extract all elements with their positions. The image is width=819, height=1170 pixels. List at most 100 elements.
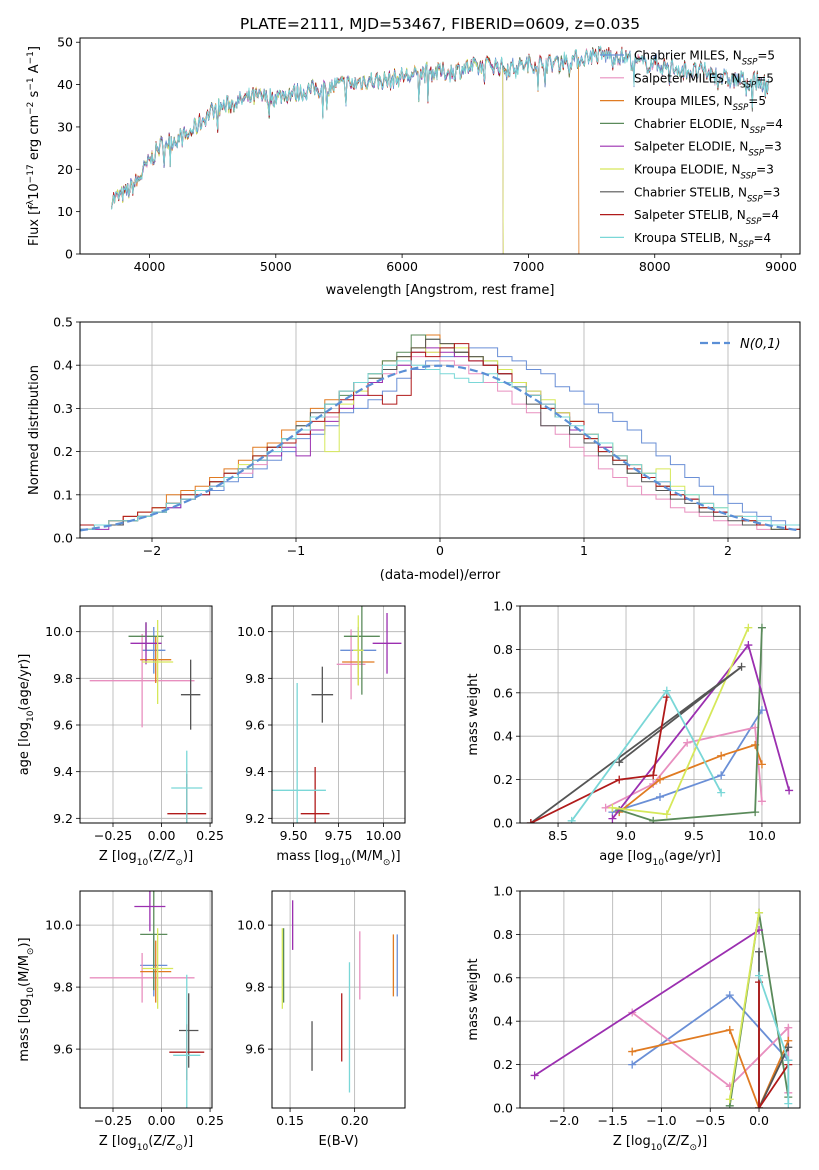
x-tick-label: 1 (580, 543, 588, 558)
weight-marker (717, 788, 726, 797)
axes-frame (519, 890, 801, 1109)
x-tick-label: 8.5 (548, 828, 568, 843)
x-tick-label: 0 (436, 543, 444, 558)
x-tick-label: 6000 (386, 259, 418, 274)
legend: Chabrier MILES, NSSP=5 Salpeter MILES, NS… (600, 49, 783, 250)
legend-label: N(0,1) (740, 337, 781, 352)
y-axis-label: mass [log10(M/M⊙)] (17, 937, 36, 1061)
weight-marker (530, 1071, 539, 1080)
x-axis-label: Z [log10(Z/Z⊙)] (99, 849, 193, 868)
x-tick-label: −2.0 (549, 1113, 579, 1128)
weight-marker (784, 1043, 793, 1052)
y-axis-label: mass weight (466, 958, 481, 1040)
x-tick-label: 8000 (639, 259, 671, 274)
y-tick-label: 0.1 (53, 487, 73, 502)
errorbars (272, 606, 402, 823)
weight-line (530, 696, 668, 823)
y-tick-label: 9.4 (53, 764, 73, 779)
x-tick-label: 10.00 (366, 828, 402, 843)
x-tick-label: 2 (724, 543, 732, 558)
axes-frame (271, 890, 406, 1109)
weight-marker (601, 803, 610, 812)
histogram-lines (80, 334, 800, 532)
axes-frame (79, 321, 801, 539)
x-tick-label: 9.0 (616, 828, 636, 843)
weight-marker (656, 792, 664, 801)
weight-marker (737, 662, 746, 671)
weight-line (618, 627, 763, 822)
y-tick-label: 9.4 (245, 764, 265, 779)
weight-marker (717, 771, 726, 780)
y-axis-label: mass weight (466, 673, 481, 755)
legend-label: Salpeter ELODIE, NSSP=3 (634, 140, 782, 159)
age_vs_mass-panel: 9.50 9.75 10.00 9.2 9.4 9.6 9.8 10.0 mass [log10… (237, 605, 406, 868)
weight-line (758, 951, 790, 1108)
y-tick-label: 0.6 (493, 970, 513, 985)
spectrum-panel: 4000 5000 6000 7000 8000 9000 0 10 20 30 40 50 wavel… (26, 15, 801, 298)
weight-marker (649, 816, 658, 823)
errorbars (281, 900, 398, 1093)
weight-marker (784, 1023, 793, 1032)
weight-marker (683, 738, 692, 747)
x-tick-label: −0.5 (695, 1113, 725, 1128)
axes-frame (271, 605, 406, 824)
weight-marker (744, 641, 753, 650)
weight_vs_Z-panel: −2.0 −1.5 −1.0 −0.5 0.0 0.0 0.2 0.4 0.6 0.8 1.0 Z [… (466, 884, 801, 1153)
legend: N(0,1) (700, 337, 781, 352)
y-tick-label: 0.8 (493, 642, 513, 657)
x-axis-label: Z [log10(Z/Z⊙)] (99, 1134, 193, 1153)
y-tick-label: 0.4 (493, 1014, 513, 1029)
y-tick-label: 50 (57, 35, 73, 50)
weight-line (534, 929, 760, 1077)
weight-line (758, 975, 790, 1104)
weight-line (618, 743, 763, 813)
y-tick-label: 9.8 (53, 671, 73, 686)
weight-marker (717, 751, 726, 760)
x-tick-label: 0.15 (276, 1113, 304, 1128)
weight-line (612, 709, 763, 813)
y-tick-label: 9.6 (53, 718, 73, 733)
chart-title: PLATE=2111, MJD=53467, FIBERID=0609, z=0… (240, 15, 640, 33)
y-axis-label: Normed distribution (27, 365, 42, 495)
errorbars (89, 620, 207, 823)
weight-marker (785, 786, 794, 795)
y-tick-label: 9.8 (245, 980, 265, 995)
legend-label: Kroupa STELIB, NSSP=4 (634, 231, 771, 250)
x-tick-label: 0.25 (196, 1113, 224, 1128)
weight-marker (725, 1025, 734, 1034)
y-tick-label: 10.0 (45, 624, 73, 639)
weight-marker (757, 623, 766, 632)
y-tick-label: 0.8 (493, 927, 513, 942)
x-axis-label: age [log10(age/yr)] (599, 849, 721, 868)
mass_vs_Z-panel: −0.25 0.00 0.25 9.6 9.8 10.0 Z [log10(Z/Z⊙)] ma… (17, 890, 224, 1153)
y-tick-label: 0.0 (493, 816, 513, 831)
x-tick-label: −0.25 (94, 828, 132, 843)
y-tick-label: 0.4 (53, 358, 73, 373)
weight-marker (757, 797, 766, 806)
x-tick-label: −1.0 (646, 1113, 676, 1128)
x-tick-label: 5000 (260, 259, 292, 274)
weight-marker (662, 686, 671, 695)
legend-label: Salpeter MILES, NSSP=5 (634, 71, 774, 90)
x-tick-label: 9.5 (684, 828, 704, 843)
weight-marker (608, 814, 617, 823)
x-tick-label: 0.00 (148, 1113, 176, 1128)
weight-marker (628, 1060, 637, 1069)
y-tick-label: 9.8 (245, 671, 265, 686)
axes-frame (79, 605, 213, 824)
x-tick-label: −2 (143, 543, 161, 558)
y-axis-label: Flux [fλ10−17 erg cm−2 s−1 A−1] (26, 46, 42, 246)
weight-marker (628, 1047, 637, 1056)
weight-marker (725, 1095, 734, 1104)
y-tick-label: 0.2 (493, 1057, 513, 1072)
axes-frame (519, 605, 801, 824)
x-tick-label: −1.5 (598, 1113, 628, 1128)
weight-line (612, 627, 750, 816)
weight-marker (784, 1099, 793, 1108)
weight-lines (526, 623, 794, 823)
y-tick-label: 9.6 (245, 718, 265, 733)
spectrum-line (111, 45, 769, 210)
weight-marker (615, 758, 624, 767)
y-tick-label: 9.6 (245, 1042, 265, 1057)
y-tick-label: 0.0 (53, 531, 73, 546)
